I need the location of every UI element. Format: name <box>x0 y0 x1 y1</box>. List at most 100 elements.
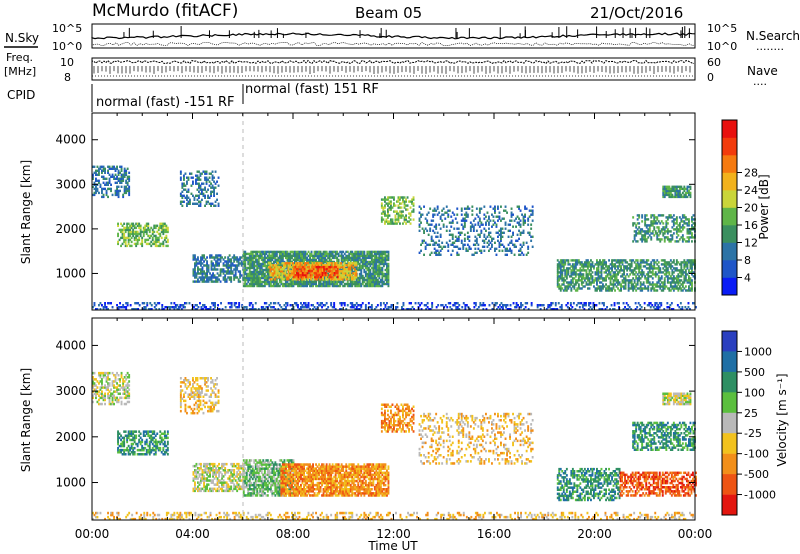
heatmap-cell <box>360 252 363 256</box>
heatmap-cell <box>650 265 653 268</box>
heatmap-cell <box>421 241 424 244</box>
heatmap-cell <box>522 231 525 234</box>
heatmap-cell <box>399 202 401 205</box>
heatmap-cell <box>129 232 132 236</box>
heatmap-cell <box>590 267 592 270</box>
heatmap-cell <box>309 282 311 286</box>
heatmap-cell <box>680 287 683 290</box>
heatmap-cell <box>95 187 97 191</box>
heatmap-cell <box>373 280 376 284</box>
heatmap-cell <box>390 200 392 203</box>
heatmap-cell <box>488 227 490 230</box>
heatmap-cell <box>245 274 248 278</box>
heatmap-cell <box>665 185 668 188</box>
heatmap-cell <box>291 260 293 264</box>
heatmap-cell <box>494 241 496 244</box>
heatmap-cell <box>564 261 567 264</box>
heatmap-cell <box>299 262 302 265</box>
heatmap-cell <box>675 195 678 199</box>
heatmap-cell <box>457 253 460 256</box>
heatmap-cell <box>278 254 281 258</box>
heatmap-cell <box>352 258 355 262</box>
heatmap-cell <box>433 209 436 212</box>
heatmap-cell <box>151 238 154 242</box>
heatmap-cell <box>364 282 367 286</box>
heatmap-cell <box>666 261 669 264</box>
heatmap-cell <box>314 268 317 271</box>
heatmap-cell <box>245 272 248 276</box>
heatmap-cell <box>659 285 662 288</box>
heatmap-cell <box>201 192 203 195</box>
heatmap-cell <box>561 269 564 272</box>
heatmap-cell <box>663 263 666 266</box>
heatmap-cell <box>301 284 304 288</box>
heatmap-cell <box>266 278 269 282</box>
heatmap-cell <box>355 270 358 273</box>
heatmap-cell <box>247 266 250 270</box>
heatmap-cell <box>567 271 570 274</box>
heatmap-cell <box>500 235 502 238</box>
heatmap-cell <box>250 276 253 280</box>
heatmap-cell <box>669 214 672 217</box>
heatmap-cell <box>480 207 483 210</box>
heatmap-cell <box>331 280 334 284</box>
heatmap-cell <box>378 260 381 264</box>
heatmap-cell <box>207 278 210 281</box>
heatmap-cell <box>126 244 129 248</box>
heatmap-cell <box>684 271 687 274</box>
heatmap-cell <box>600 269 603 272</box>
heatmap-cell <box>286 274 288 277</box>
heatmap-cell <box>677 279 680 282</box>
heatmap-cell <box>136 238 139 242</box>
heatmap-cell <box>293 278 296 281</box>
heatmap-cell <box>355 254 358 258</box>
heatmap-cell <box>559 287 562 290</box>
heatmap-cell <box>336 275 339 279</box>
heatmap-cell <box>424 247 427 250</box>
heatmap-cell <box>478 211 481 214</box>
heatmap-cell <box>328 258 331 262</box>
heatmap-cell <box>244 282 247 286</box>
heatmap-cell <box>113 175 115 178</box>
heatmap-cell <box>491 213 493 216</box>
heatmap-cell <box>132 228 135 232</box>
heatmap-cell <box>615 259 618 262</box>
heatmap-cell <box>357 260 360 264</box>
heatmap-cell <box>624 275 627 278</box>
heatmap-cell <box>361 254 364 258</box>
heatmap-cell <box>519 219 522 222</box>
heatmap-cell <box>465 207 468 210</box>
heatmap-cell <box>320 275 322 279</box>
heatmap-cell <box>162 230 165 234</box>
heatmap-cell <box>403 218 406 221</box>
heatmap-cell <box>308 268 311 271</box>
heatmap-cell <box>92 177 94 180</box>
heatmap-cell <box>689 185 692 188</box>
heatmap-cell <box>280 274 283 278</box>
heatmap-cell <box>156 224 159 227</box>
heatmap-cell <box>633 285 636 288</box>
heatmap-cell <box>605 289 607 292</box>
heatmap-cell <box>524 205 526 208</box>
heatmap-cell <box>680 193 683 197</box>
heatmap-cell <box>274 258 277 262</box>
heatmap-cell <box>666 281 669 284</box>
heatmap-cell <box>357 284 360 288</box>
heatmap-cell <box>382 210 385 213</box>
heatmap-cell <box>662 234 665 237</box>
heatmap-cell <box>376 252 379 256</box>
heatmap-cell <box>343 268 346 271</box>
heatmap-cell <box>289 260 292 264</box>
heatmap-cell <box>127 236 130 240</box>
heatmap-cell <box>108 167 111 170</box>
heatmap-cell <box>296 266 299 269</box>
heatmap-cell <box>385 202 388 205</box>
heatmap-cell <box>197 256 199 259</box>
heatmap-cell <box>194 254 196 257</box>
heatmap-cell <box>117 234 119 238</box>
heatmap-cell <box>675 287 678 290</box>
heatmap-cell <box>346 250 349 254</box>
heatmap-cell <box>239 258 242 261</box>
heatmap-cell <box>111 193 114 197</box>
heatmap-cell <box>358 276 361 280</box>
